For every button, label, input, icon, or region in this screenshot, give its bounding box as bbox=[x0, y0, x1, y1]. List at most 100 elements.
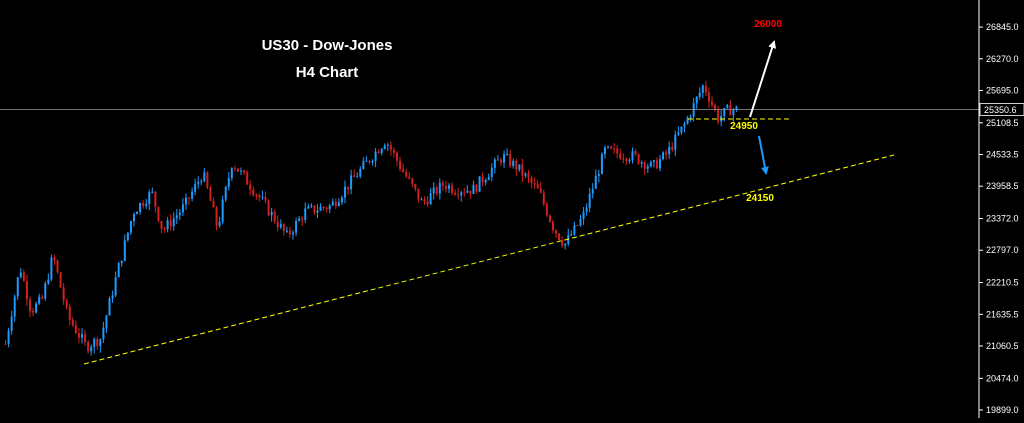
candle-body bbox=[484, 180, 487, 183]
candle-body bbox=[136, 212, 139, 215]
candle-body bbox=[319, 206, 322, 211]
candle-body bbox=[59, 272, 62, 288]
candle-body bbox=[295, 220, 298, 233]
candle-body bbox=[160, 220, 163, 230]
candle-body bbox=[444, 186, 447, 189]
candle-body bbox=[545, 204, 548, 216]
candle-body bbox=[209, 187, 212, 202]
candle-body bbox=[643, 162, 646, 169]
y-tick-label: 21060.5 bbox=[986, 341, 1019, 351]
candle-body bbox=[267, 200, 270, 216]
candle-body bbox=[717, 109, 720, 122]
candle-body bbox=[74, 325, 77, 334]
candle-body bbox=[395, 152, 398, 161]
candle-body bbox=[32, 310, 35, 313]
candle-body bbox=[380, 148, 383, 154]
candle-body bbox=[435, 187, 438, 194]
candle-body bbox=[622, 158, 625, 160]
candle-body bbox=[414, 184, 417, 189]
candle-body bbox=[695, 96, 698, 104]
candle-body bbox=[65, 300, 68, 307]
candle-body bbox=[111, 295, 114, 299]
candle-body bbox=[41, 296, 44, 299]
candle-body bbox=[588, 193, 591, 208]
candle-body bbox=[114, 277, 117, 296]
y-axis: 26845.0 26270.0 25695.0 25108.5 24533.5 23958… bbox=[979, 22, 1019, 415]
candle-body bbox=[344, 186, 347, 198]
candle-body bbox=[261, 196, 264, 198]
candle-body bbox=[132, 214, 135, 222]
candle-body bbox=[499, 159, 502, 163]
candle-body bbox=[44, 283, 47, 299]
candle-body bbox=[218, 221, 221, 226]
candle-body bbox=[723, 107, 726, 116]
chart-title: US30 - Dow-Jones bbox=[262, 37, 393, 54]
candle-body bbox=[558, 233, 561, 241]
candle-body bbox=[680, 126, 683, 133]
candle-body bbox=[671, 146, 674, 150]
candle-body bbox=[148, 191, 151, 204]
candle-body bbox=[230, 168, 233, 178]
candle-body bbox=[120, 260, 123, 264]
candle-body bbox=[683, 123, 686, 127]
candle-body bbox=[613, 148, 616, 150]
candle-body bbox=[270, 211, 273, 216]
candle-body bbox=[108, 298, 111, 316]
candle-body bbox=[585, 207, 588, 212]
candle-body bbox=[555, 230, 558, 234]
candle-body bbox=[426, 201, 429, 205]
y-tick-label: 22797.0 bbox=[986, 245, 1019, 255]
candle-body bbox=[328, 205, 331, 210]
candle-body bbox=[163, 229, 166, 231]
candle-body bbox=[610, 146, 613, 149]
candle-body bbox=[347, 186, 350, 190]
candle-body bbox=[646, 166, 649, 169]
trendline bbox=[83, 154, 895, 365]
candle-body bbox=[353, 175, 356, 177]
candle-body bbox=[594, 175, 597, 189]
candle-body bbox=[365, 160, 368, 162]
candle-body bbox=[631, 151, 634, 161]
candle-body bbox=[665, 152, 668, 155]
candle-body bbox=[463, 192, 466, 194]
candle-body bbox=[87, 342, 90, 352]
candle-body bbox=[729, 105, 732, 116]
candle-body bbox=[735, 106, 738, 110]
candle-body bbox=[362, 161, 365, 169]
candle-body bbox=[570, 234, 573, 236]
candle-body bbox=[533, 182, 536, 185]
candle-body bbox=[704, 85, 707, 93]
candle-body bbox=[4, 343, 7, 345]
candle-body bbox=[668, 146, 671, 155]
candle-body bbox=[405, 171, 408, 177]
candle-body bbox=[521, 164, 524, 176]
candle-body bbox=[732, 109, 735, 116]
candle-body bbox=[215, 207, 218, 226]
candle-body bbox=[411, 178, 414, 185]
candle-body bbox=[591, 188, 594, 194]
y-tick-label: 24533.5 bbox=[986, 150, 1019, 160]
candle-body bbox=[487, 176, 490, 181]
candle-body bbox=[356, 176, 359, 178]
candle-body bbox=[35, 303, 38, 313]
candle-body bbox=[191, 191, 194, 199]
y-tick-label: 26845.0 bbox=[986, 22, 1019, 32]
candle-body bbox=[203, 172, 206, 182]
candle-body bbox=[181, 204, 184, 213]
candle-body bbox=[603, 147, 606, 155]
candle-body bbox=[236, 168, 239, 172]
y-tick-label: 22210.5 bbox=[986, 278, 1019, 288]
candle-body bbox=[22, 272, 25, 281]
candle-body bbox=[178, 212, 181, 216]
candle-body bbox=[503, 154, 506, 163]
candle-body bbox=[579, 219, 582, 226]
candle-body bbox=[686, 117, 689, 124]
candle-body bbox=[279, 224, 282, 228]
candle-body bbox=[19, 272, 22, 278]
candle-body bbox=[255, 194, 258, 196]
candle-body bbox=[99, 339, 102, 347]
candle-body bbox=[408, 176, 411, 179]
candle-body bbox=[322, 206, 325, 208]
candle-body bbox=[123, 240, 126, 261]
